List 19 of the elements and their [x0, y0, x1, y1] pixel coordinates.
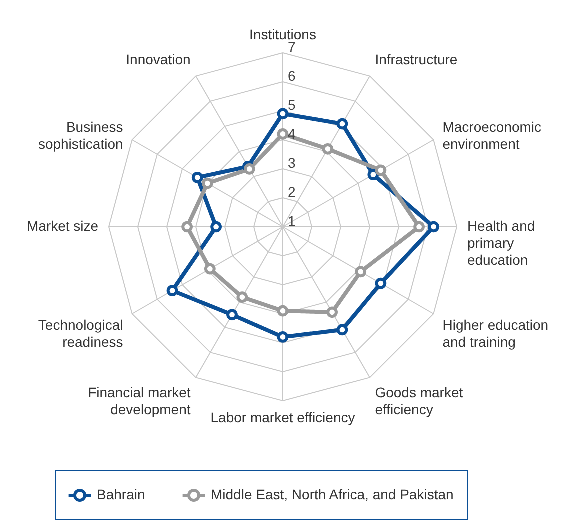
y-tick-label: 4: [288, 126, 296, 142]
y-tick-label: 1: [288, 213, 296, 229]
spoke-label: Innovation: [126, 51, 191, 68]
spoke-label: Technological readiness: [38, 317, 124, 350]
legend-label: Middle East, North Africa, and Pakistan: [211, 486, 454, 502]
spoke-label: Labor market efficiency: [210, 409, 356, 426]
y-tick-label: 2: [288, 184, 296, 200]
spoke-label: Health and primary education: [467, 218, 536, 268]
y-tick-label: 6: [288, 68, 296, 84]
legend-label: Bahrain: [97, 486, 146, 502]
spoke-label: Macroeconomic environment: [442, 118, 542, 152]
spoke-label: Higher education and training: [442, 317, 549, 350]
spoke-label: Infrastructure: [375, 51, 458, 68]
spoke-label: Market size: [26, 218, 99, 234]
spoke-label: Financial market development: [88, 384, 191, 418]
spoke-label: Goods market efficiency: [375, 384, 464, 418]
y-tick-label: 5: [288, 97, 296, 113]
spoke-label: Business sophistication: [38, 118, 124, 152]
y-tick-label: 3: [288, 155, 296, 171]
